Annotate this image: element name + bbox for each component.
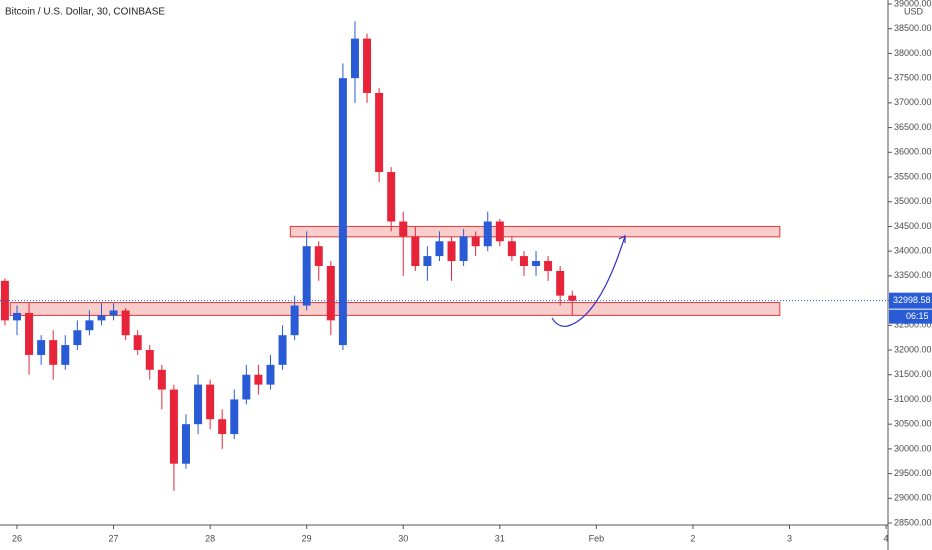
candle-body xyxy=(206,384,215,420)
countdown-label: 06:15 xyxy=(906,311,929,321)
candle-body xyxy=(133,335,142,351)
candle-body xyxy=(181,424,190,464)
candle-body xyxy=(507,241,516,257)
candle-body xyxy=(278,335,287,365)
candle-body xyxy=(471,236,480,247)
candle-body xyxy=(145,350,154,370)
y-tick-label: 30000.00 xyxy=(894,443,932,453)
y-tick-label: 34000.00 xyxy=(894,246,932,256)
x-tick-label: 4 xyxy=(884,533,889,543)
y-tick-label: 37000.00 xyxy=(894,97,932,107)
price-tag-label: 32998.58 xyxy=(893,295,931,305)
x-tick-label: 27 xyxy=(109,533,119,543)
candle-body xyxy=(97,315,106,321)
countdown-tag xyxy=(889,309,932,324)
candle-body xyxy=(544,261,553,271)
x-tick-label: 26 xyxy=(12,533,22,543)
chart-title: Bitcoin / U.S. Dollar, 30, COINBASE xyxy=(5,7,165,18)
candle-body xyxy=(435,241,444,257)
price-zone xyxy=(289,225,781,238)
candle-body xyxy=(37,340,46,355)
y-tick-label: 31000.00 xyxy=(894,394,932,404)
candle-body xyxy=(109,310,118,316)
candle-body xyxy=(314,246,323,266)
candle-body xyxy=(169,389,178,464)
y-tick-label: 33500.00 xyxy=(894,270,932,280)
candle-body xyxy=(387,172,396,222)
candle-body xyxy=(230,399,239,435)
candle-body xyxy=(483,221,492,247)
candle-body xyxy=(363,38,372,93)
y-tick-label: 35500.00 xyxy=(894,171,932,181)
price-tag xyxy=(889,292,932,309)
y-tick-label: 34500.00 xyxy=(894,221,932,231)
y-tick-label: 32500.00 xyxy=(894,320,932,330)
candle-body xyxy=(326,265,335,321)
x-tick-label: 3 xyxy=(787,533,792,543)
y-tick-label: 32000.00 xyxy=(894,344,932,354)
candle-body xyxy=(121,310,130,336)
arrow-head xyxy=(618,235,626,243)
x-tick-label: 31 xyxy=(495,533,505,543)
candle-body xyxy=(350,38,359,79)
y-tick-label: 29000.00 xyxy=(894,493,932,503)
candle-body xyxy=(495,221,504,242)
candle-body xyxy=(266,364,275,385)
arrow-curve xyxy=(551,235,626,327)
x-tick-label: 2 xyxy=(690,533,695,543)
candle-body xyxy=(447,241,456,262)
candle-body xyxy=(218,419,227,435)
candle-body xyxy=(242,374,251,400)
candle-body xyxy=(556,270,565,296)
candle-body xyxy=(0,280,9,321)
candle-body xyxy=(519,256,528,266)
candle-body xyxy=(459,236,468,262)
candle-body xyxy=(338,78,347,346)
y-tick-label: 29500.00 xyxy=(894,468,932,478)
x-tick-label: 30 xyxy=(398,533,408,543)
candle-body xyxy=(49,340,58,365)
y-tick-label: 36000.00 xyxy=(894,147,932,157)
y-tick-label: 35000.00 xyxy=(894,196,932,206)
y-tick-label: 37500.00 xyxy=(894,73,932,83)
candle-body xyxy=(61,345,70,365)
candle-body xyxy=(568,295,577,301)
candle-body xyxy=(302,246,311,306)
y-tick-label: 36500.00 xyxy=(894,122,932,132)
x-tick-label: 29 xyxy=(302,533,312,543)
candle-body xyxy=(73,330,82,346)
x-tick-label: Feb xyxy=(589,533,605,543)
candle-body xyxy=(375,92,384,173)
y-tick-label: 31500.00 xyxy=(894,369,932,379)
candle-body xyxy=(12,312,21,321)
projection-arrow xyxy=(551,235,626,327)
candle-body xyxy=(399,221,408,237)
y-tick-label: 38000.00 xyxy=(894,48,932,58)
candle-body xyxy=(25,312,34,355)
candle-body xyxy=(411,236,420,266)
candle-body xyxy=(254,374,263,385)
x-tick-label: 28 xyxy=(205,533,215,543)
candle-body xyxy=(85,320,94,331)
y-tick-label: 28500.00 xyxy=(894,517,932,527)
candle-body xyxy=(290,305,299,336)
y-tick-label: 30500.00 xyxy=(894,419,932,429)
y-tick-label: 39000.00 xyxy=(894,0,932,8)
candle-body xyxy=(423,256,432,266)
currency-label: USD xyxy=(904,6,924,16)
candle-body xyxy=(194,384,203,425)
y-tick-label: 38500.00 xyxy=(894,23,932,33)
candle-body xyxy=(157,369,166,390)
candle-body xyxy=(532,261,541,266)
